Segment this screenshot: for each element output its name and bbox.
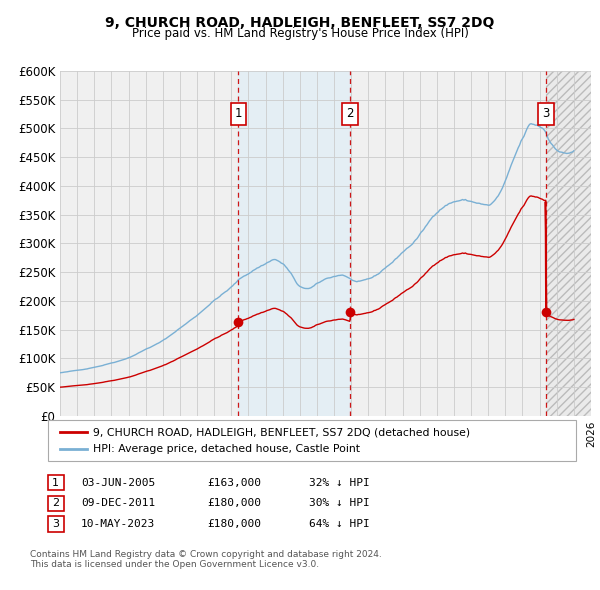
Bar	[546, 71, 591, 416]
Text: 30% ↓ HPI: 30% ↓ HPI	[309, 499, 370, 508]
Text: This data is licensed under the Open Government Licence v3.0.: This data is licensed under the Open Gov…	[30, 560, 319, 569]
Text: 64% ↓ HPI: 64% ↓ HPI	[309, 519, 370, 529]
Text: £180,000: £180,000	[207, 499, 261, 508]
Bar	[238, 71, 350, 416]
Text: 1: 1	[52, 478, 59, 487]
Text: 03-JUN-2005: 03-JUN-2005	[81, 478, 155, 487]
Text: 2: 2	[52, 499, 59, 508]
Text: 3: 3	[52, 519, 59, 529]
Text: Contains HM Land Registry data © Crown copyright and database right 2024.: Contains HM Land Registry data © Crown c…	[30, 550, 382, 559]
Text: 9, CHURCH ROAD, HADLEIGH, BENFLEET, SS7 2DQ: 9, CHURCH ROAD, HADLEIGH, BENFLEET, SS7 …	[106, 16, 494, 30]
Text: 09-DEC-2011: 09-DEC-2011	[81, 499, 155, 508]
Text: £163,000: £163,000	[207, 478, 261, 487]
Text: 3: 3	[542, 107, 550, 120]
Text: 9, CHURCH ROAD, HADLEIGH, BENFLEET, SS7 2DQ (detached house): 9, CHURCH ROAD, HADLEIGH, BENFLEET, SS7 …	[93, 428, 470, 437]
Bar	[546, 71, 591, 416]
Text: 1: 1	[235, 107, 242, 120]
Text: Price paid vs. HM Land Registry's House Price Index (HPI): Price paid vs. HM Land Registry's House …	[131, 27, 469, 40]
Text: 2: 2	[346, 107, 353, 120]
Text: 32% ↓ HPI: 32% ↓ HPI	[309, 478, 370, 487]
Text: 10-MAY-2023: 10-MAY-2023	[81, 519, 155, 529]
Text: £180,000: £180,000	[207, 519, 261, 529]
Text: HPI: Average price, detached house, Castle Point: HPI: Average price, detached house, Cast…	[93, 444, 360, 454]
